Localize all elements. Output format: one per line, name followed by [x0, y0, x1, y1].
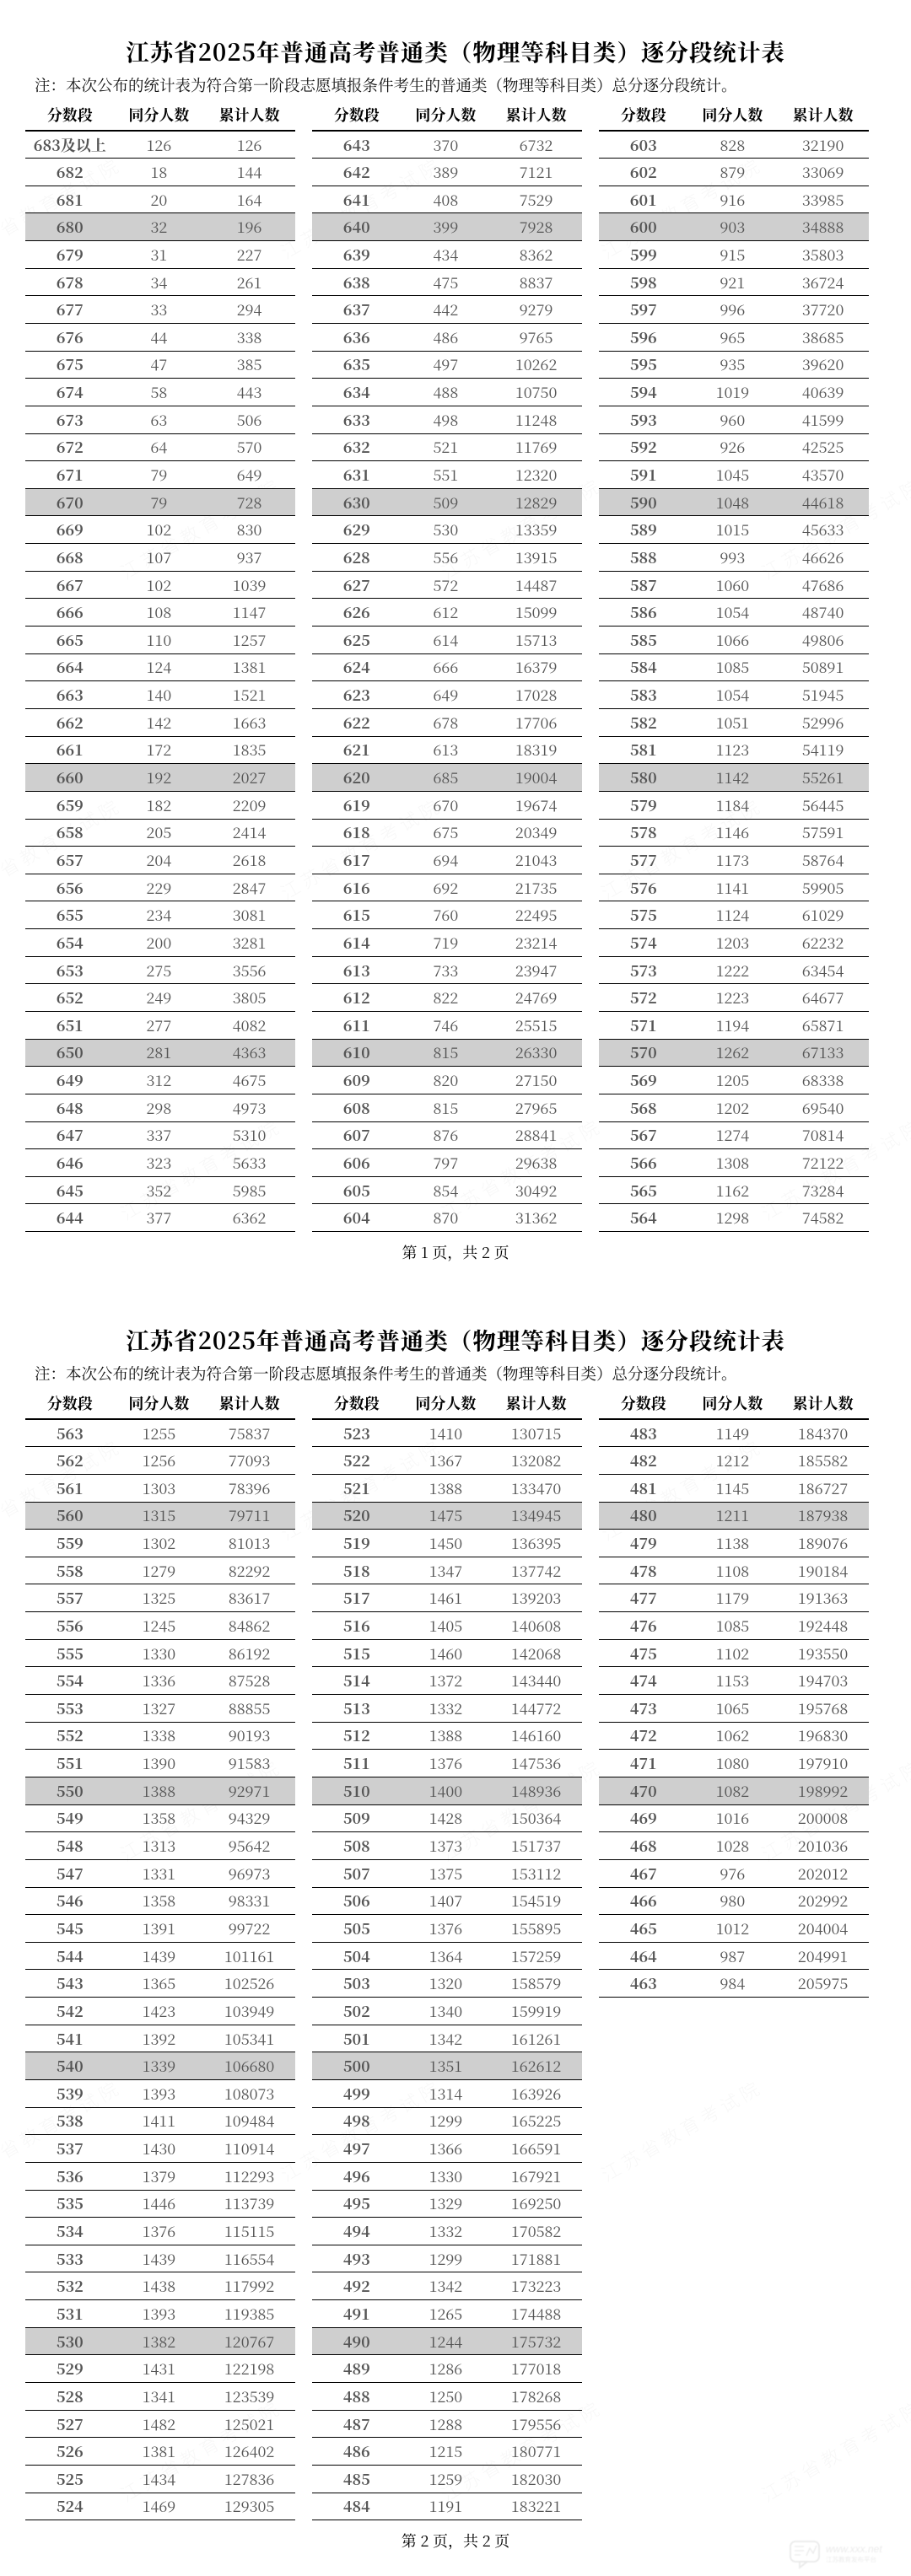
svg-text:www.xxx.net: www.xxx.net: [826, 2543, 882, 2555]
svg-text:江苏教育发布平台: 江苏教育发布平台: [826, 2555, 876, 2564]
